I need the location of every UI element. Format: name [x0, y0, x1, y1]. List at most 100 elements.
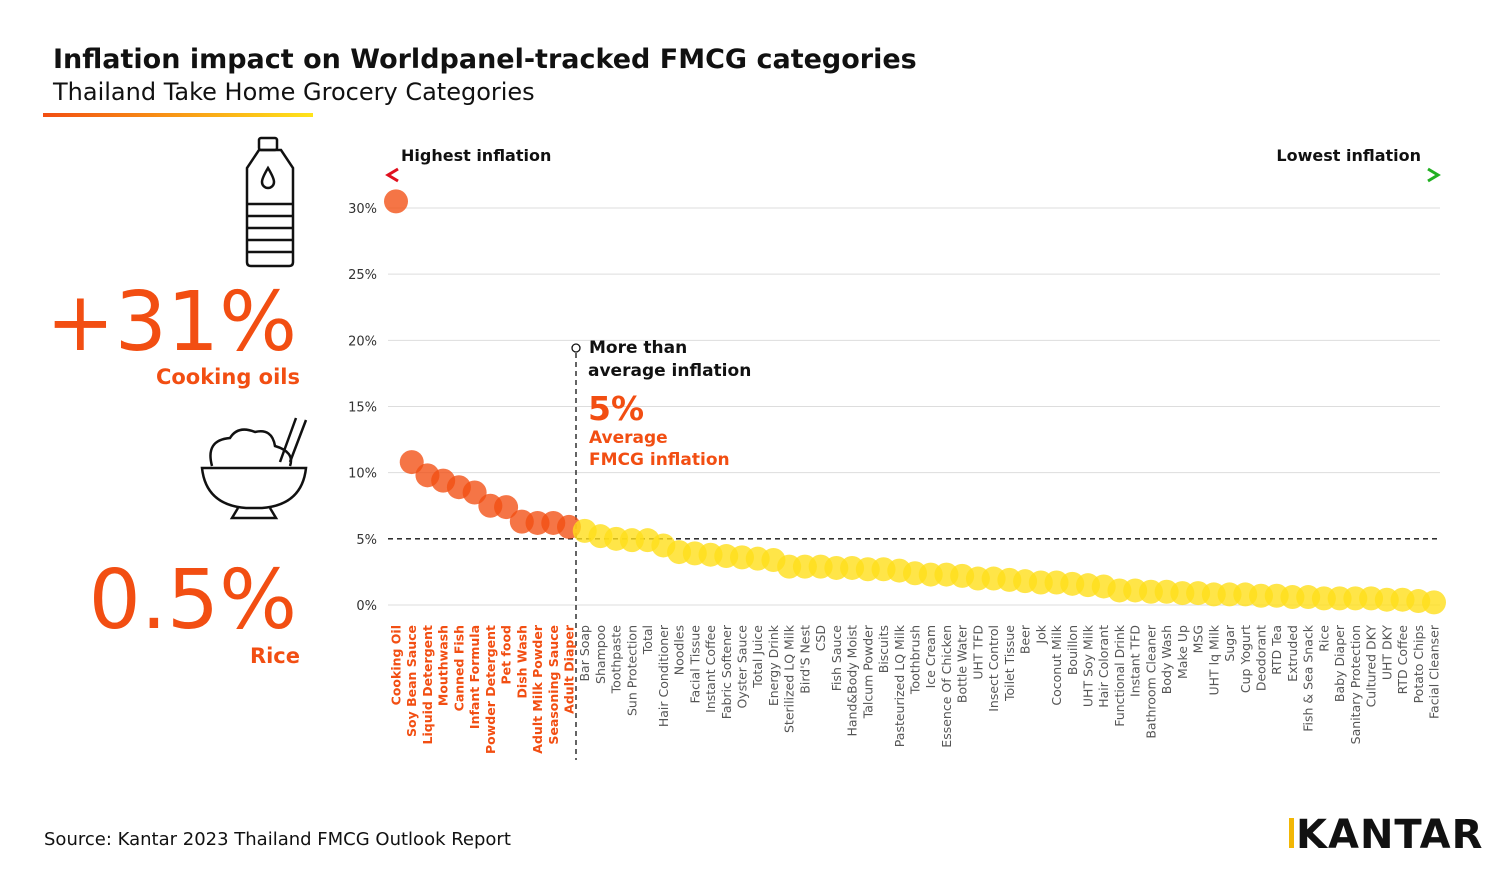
- average-value: 5%: [588, 389, 644, 428]
- gridlines: [388, 207, 1440, 606]
- category-label: Cup Yogurt: [1238, 625, 1253, 693]
- category-label: Fish & Sea Snack: [1301, 624, 1316, 732]
- category-label: Baby Diaper: [1332, 624, 1347, 702]
- source-note: Source: Kantar 2023 Thailand FMCG Outloo…: [44, 829, 511, 850]
- highlight-value-rice: 0.5%: [89, 553, 297, 648]
- category-label: Jok: [1033, 624, 1048, 644]
- kantar-logo: KANTAR: [1289, 812, 1483, 858]
- rice-bowl-icon: [200, 417, 308, 520]
- data-point: [399, 450, 424, 475]
- data-point: [1422, 590, 1446, 615]
- data-point: [462, 480, 487, 505]
- data-point: [494, 495, 519, 520]
- category-label: Canned Fish: [451, 625, 466, 711]
- category-label: Potato Chips: [1411, 625, 1426, 703]
- category-label: Talcum Powder: [860, 624, 875, 719]
- category-label: Adult Milk Powder: [530, 624, 545, 754]
- category-label: Seasoning Sauce: [546, 625, 561, 745]
- category-label: Fabric Softener: [719, 624, 734, 719]
- category-label: Energy Drink: [766, 624, 781, 706]
- category-label: Functional Drink: [1112, 624, 1127, 726]
- category-label: Toothbrush: [908, 625, 923, 695]
- data-points: [384, 189, 1446, 615]
- category-label: Mouthwash: [436, 625, 451, 706]
- highlight-label-rice: Rice: [250, 644, 300, 668]
- category-label: Bouillon: [1065, 625, 1080, 675]
- category-label: Fish Sauce: [829, 625, 844, 692]
- category-label: Toilet Tissue: [1002, 625, 1017, 702]
- category-label: Pet food: [499, 625, 514, 685]
- lowest-inflation-label: Lowest inflation: [1276, 146, 1421, 165]
- category-label: Soy Bean Sauce: [404, 625, 419, 737]
- category-label: UHT lq Milk: [1206, 624, 1221, 695]
- category-label: Facial Cleanser: [1427, 624, 1442, 719]
- category-label: Hair Conditioner: [656, 624, 671, 727]
- category-label: Oyster Sauce: [735, 625, 750, 709]
- title-underline: [43, 113, 313, 117]
- y-tick-label: 15%: [348, 401, 377, 416]
- y-tick-label: 30%: [348, 202, 377, 217]
- category-label: Essence Of Chicken: [939, 625, 954, 748]
- y-axis: 0% 5% 10% 15% 20% 25% 30%: [348, 202, 377, 614]
- category-label: UHT DKY: [1379, 625, 1394, 681]
- category-label: Deodorant: [1254, 625, 1269, 691]
- category-label: Insect Control: [986, 625, 1001, 712]
- y-tick-label: 0%: [356, 599, 377, 614]
- y-tick-label: 20%: [348, 334, 377, 349]
- category-label: Make Up: [1175, 625, 1190, 679]
- average-annotation: More than average inflation 5% Average F…: [571, 338, 751, 760]
- category-label: Biscuits: [876, 625, 891, 673]
- y-tick-label: 25%: [348, 268, 377, 283]
- category-label: UHT TFD: [970, 625, 985, 680]
- category-label: Cooking Oil: [389, 625, 404, 705]
- average-label1: Average: [589, 428, 668, 448]
- category-label: Pasteurized LQ Milk: [892, 624, 907, 747]
- category-label: Hair Colorant: [1096, 625, 1111, 708]
- category-label: Facial Tissue: [687, 625, 702, 704]
- category-label: Extruded: [1285, 625, 1300, 682]
- category-label: Noodles: [672, 625, 687, 675]
- category-label: Instant TFD: [1128, 625, 1143, 697]
- category-label: Shampoo: [593, 625, 608, 684]
- category-label: Hand&Body Moist: [845, 625, 860, 737]
- category-label: Sanitary Protection: [1348, 625, 1363, 744]
- category-label: Dish Wash: [514, 625, 529, 698]
- category-label: Infant Formula: [467, 625, 482, 729]
- category-label: UHT Soy Milk: [1081, 624, 1096, 707]
- average-label2: FMCG inflation: [589, 450, 730, 470]
- category-label: Beer: [1018, 624, 1033, 654]
- category-label: Toothpaste: [609, 625, 624, 695]
- svg-text:KANTAR: KANTAR: [1296, 812, 1483, 858]
- category-label: CSD: [813, 625, 828, 651]
- category-label: Bar Soap: [577, 625, 592, 682]
- highlight-value-cooking-oils: +31%: [46, 275, 297, 370]
- y-tick-label: 10%: [348, 467, 377, 482]
- category-label: Adult Diaper: [562, 624, 577, 714]
- category-label: RTD Coffee: [1395, 625, 1410, 695]
- category-label: Coconut Milk: [1049, 624, 1064, 705]
- data-point: [384, 189, 408, 214]
- annotation-line1: More than: [589, 338, 687, 358]
- category-label: Ice Cream: [923, 625, 938, 688]
- category-label: Rice: [1316, 625, 1331, 652]
- annotation-marker: [571, 343, 581, 353]
- chart-title: Inflation impact on Worldpanel-tracked F…: [53, 44, 917, 75]
- annotation-line2: average inflation: [588, 361, 751, 381]
- chart-subtitle: Thailand Take Home Grocery Categories: [52, 78, 535, 106]
- category-label: Powder Detergent: [483, 625, 498, 754]
- category-label: Instant Coffee: [703, 625, 718, 713]
- category-labels: Cooking Oil Soy Bean Sauce Liquid Detergen…: [389, 624, 1442, 754]
- category-label: Total: [640, 625, 655, 655]
- highlight-label-cooking-oils: Cooking oils: [156, 365, 300, 389]
- y-tick-label: 5%: [356, 533, 377, 548]
- category-label: MSG: [1191, 625, 1206, 653]
- category-label: Bottle Water: [955, 624, 970, 703]
- category-label: Liquid Detergent: [420, 625, 435, 744]
- category-label: Total Juice: [750, 625, 765, 689]
- category-label: Sugar: [1222, 624, 1237, 661]
- category-label: Body Wash: [1159, 625, 1174, 694]
- category-label: Sterilized LQ Milk: [782, 624, 797, 733]
- category-label: Bird'S Nest: [797, 625, 812, 694]
- category-label: Bathroom Cleaner: [1143, 624, 1158, 739]
